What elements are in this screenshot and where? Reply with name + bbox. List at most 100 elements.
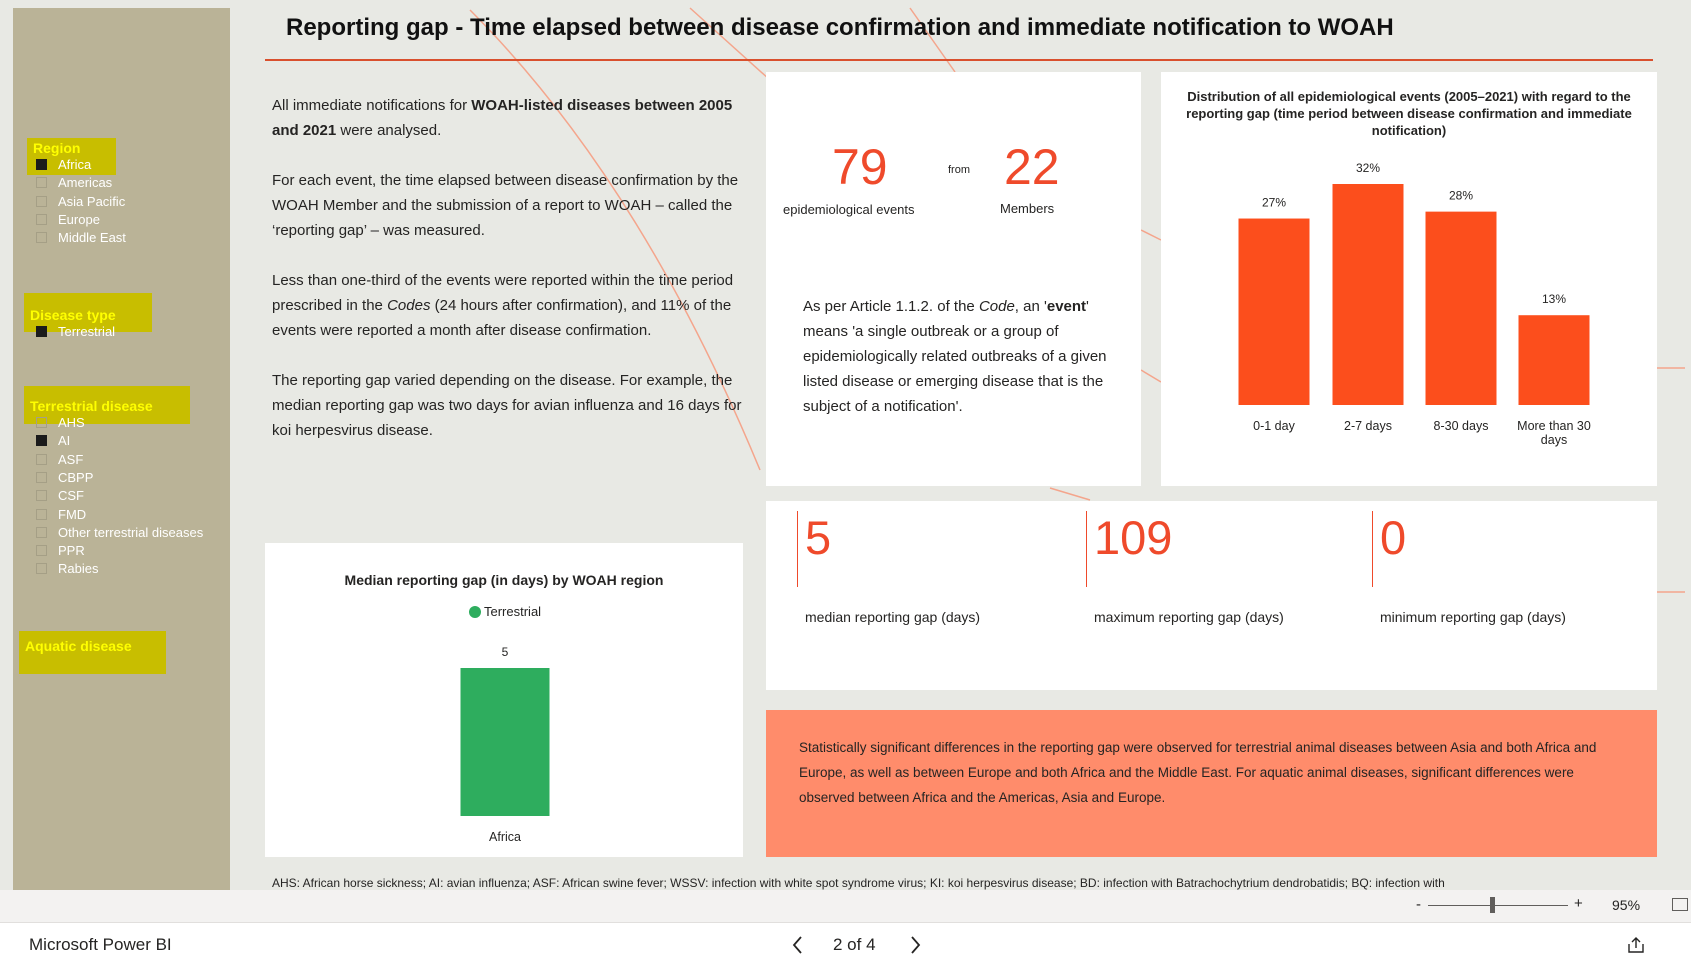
zoom-track <box>1428 905 1568 906</box>
text: ' means 'a single outbreak or a group of… <box>803 298 1107 415</box>
members-value: 22 <box>1004 139 1060 195</box>
x-tick-label: More than 30 days <box>1517 419 1591 447</box>
events-card: 79 from 22 epidemiological events Member… <box>766 72 1141 486</box>
kpi-label: minimum reporting gap (days) <box>1380 609 1566 625</box>
chart-title: Median reporting gap (in days) by WOAH r… <box>344 572 664 588</box>
filter-item[interactable]: Terrestrial <box>36 324 115 339</box>
next-page[interactable] <box>908 935 924 955</box>
prev-page[interactable] <box>790 935 806 955</box>
x-tick-label: Africa <box>489 830 521 844</box>
filter-title[interactable]: Region <box>33 140 81 156</box>
data-label: 5 <box>502 645 509 659</box>
checkbox <box>36 526 47 538</box>
text: All immediate notifications for <box>272 97 472 114</box>
filter-item[interactable]: Europe <box>36 212 100 227</box>
checkbox <box>36 471 47 483</box>
filter-item[interactable]: CSF <box>36 488 84 503</box>
zoom-level: 95% <box>1612 897 1641 913</box>
kpi-value: 109 <box>1094 511 1173 564</box>
checkbox <box>36 177 47 189</box>
filter-item[interactable]: AHS <box>36 415 85 430</box>
filter-item[interactable]: PPR <box>36 543 85 558</box>
fit-page[interactable] <box>1672 898 1688 911</box>
x-tick-label: 0-1 day <box>1253 419 1295 433</box>
checkbox <box>36 195 47 207</box>
intro-text: All immediate notifications for WOAH-lis… <box>272 93 747 468</box>
data-label: 28% <box>1449 189 1473 203</box>
legend-marker <box>469 606 481 618</box>
checkbox <box>36 490 47 502</box>
share[interactable] <box>1626 935 1646 955</box>
filter-label: Rabies <box>58 561 99 577</box>
filter-label: Europe <box>58 211 100 227</box>
paragraph: For each event, the time elapsed between… <box>272 172 739 239</box>
chart-title: Distribution of all epidemiological even… <box>1186 89 1632 138</box>
filter-item[interactable]: ASF <box>36 452 83 467</box>
filter-label: Asia Pacific <box>58 193 126 209</box>
report-title: Reporting gap - Time elapsed between dis… <box>286 14 1394 41</box>
zoom-out[interactable]: - <box>1416 896 1421 913</box>
kpi-divider <box>1372 511 1373 587</box>
filter-label: Terrestrial <box>58 324 116 339</box>
footnote: AHS: African horse sickness; AI: avian i… <box>272 876 1445 890</box>
app-name: Microsoft Power BI <box>29 935 172 954</box>
checkbox <box>36 159 47 170</box>
paragraph: All immediate notifications for WOAH-lis… <box>272 93 747 143</box>
events-value: 79 <box>832 139 888 195</box>
filter-item[interactable]: AI <box>36 433 70 448</box>
filter-item[interactable]: Other terrestrial diseases <box>36 525 203 540</box>
filter-item[interactable]: Africa <box>36 157 91 172</box>
filter-title[interactable]: Aquatic disease <box>25 638 132 654</box>
filter-title[interactable]: Disease type <box>30 307 116 323</box>
checkbox <box>36 435 47 447</box>
text: event <box>1046 298 1087 315</box>
note-text: Statistically significant differences in… <box>799 740 1597 805</box>
filter-item[interactable]: Middle East <box>36 230 126 245</box>
decor-line <box>689 7 771 81</box>
gap-card: 5 median reporting gap (days) 109 maximum r… <box>766 501 1657 690</box>
zoom-in[interactable]: + <box>1574 895 1583 912</box>
kpi-label: maximum reporting gap (days) <box>1094 609 1284 625</box>
x-tick-label: 8-30 days <box>1434 419 1489 433</box>
decor-line <box>909 7 956 73</box>
filter-item[interactable]: FMD <box>36 507 86 522</box>
data-label: 27% <box>1262 196 1286 210</box>
text: As per Article 1.1.2. of the <box>803 298 979 315</box>
note-box: Statistically significant differences in… <box>766 710 1657 857</box>
filter-label: AI <box>58 433 71 449</box>
text: , an ' <box>1014 298 1047 315</box>
text: Code <box>978 298 1015 315</box>
bar <box>1332 184 1404 405</box>
zoom-bar: - + 95% <box>0 890 1691 922</box>
decor-line <box>1049 229 1685 593</box>
from-label: from <box>948 164 970 176</box>
filter-label: AHS <box>58 415 85 430</box>
checkbox <box>36 563 47 575</box>
filter-label: CBPP <box>58 469 94 485</box>
status-bar: Microsoft Power BI 2 of 4 <box>0 922 1691 964</box>
data-label: 32% <box>1356 161 1380 175</box>
checkbox <box>36 508 47 520</box>
filter-item[interactable]: Rabies <box>36 561 98 576</box>
filter-item[interactable]: Americas <box>36 175 112 190</box>
title-rule <box>265 59 1653 61</box>
filter-item[interactable]: Asia Pacific <box>36 194 125 209</box>
kpi-divider <box>1086 511 1087 587</box>
paragraph: Less than one-third of the events were r… <box>272 268 747 343</box>
text: Less than one-third of the events were r… <box>272 272 734 314</box>
filter-label: PPR <box>58 543 85 559</box>
data-label: 13% <box>1542 292 1566 306</box>
legend-label: Terrestrial <box>484 604 541 619</box>
text: WOAH-listed diseases between 2005 and 20… <box>272 97 733 139</box>
zoom-thumb[interactable] <box>1490 897 1495 913</box>
filter-label: FMD <box>58 506 87 522</box>
x-tick-label: 2-7 days <box>1344 419 1392 433</box>
filter-item[interactable]: CBPP <box>36 470 93 485</box>
filter-label: ASF <box>58 451 84 467</box>
report-canvas: Region Africa Americas Asia Pacific Europe Mi… <box>0 0 1691 890</box>
bar <box>460 668 550 816</box>
filter-label: CSF <box>58 488 84 504</box>
definition: As per Article 1.1.2. of the Code, an 'e… <box>803 294 1123 419</box>
filter-title[interactable]: Terrestrial disease <box>30 398 153 414</box>
